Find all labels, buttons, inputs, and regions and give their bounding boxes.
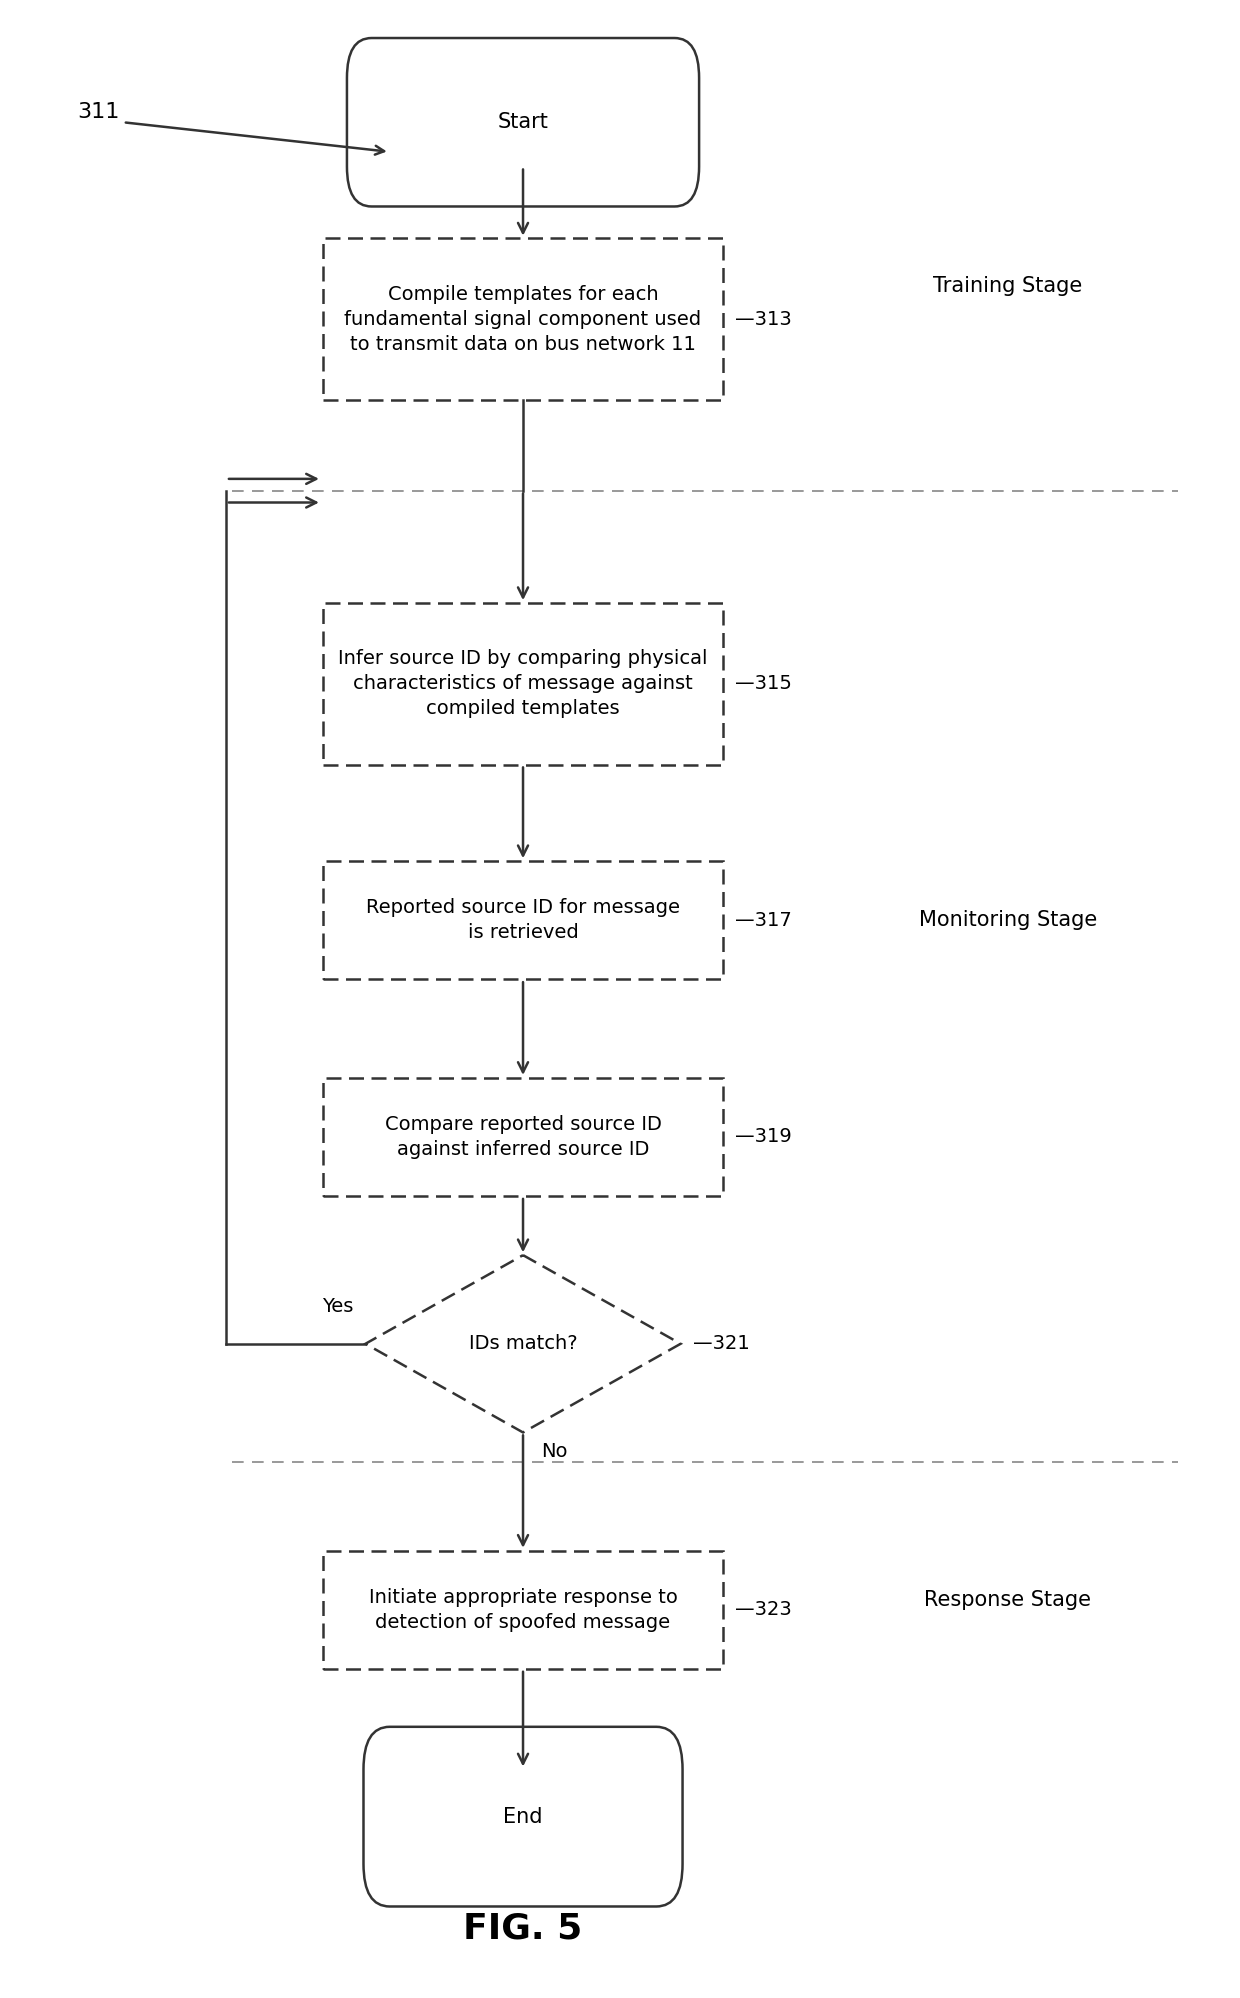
Polygon shape [366, 1255, 681, 1433]
FancyBboxPatch shape [347, 38, 699, 206]
Text: —323: —323 [735, 1600, 792, 1618]
Text: —319: —319 [735, 1127, 792, 1147]
Text: FIG. 5: FIG. 5 [464, 1912, 583, 1946]
Text: Compare reported source ID
against inferred source ID: Compare reported source ID against infer… [384, 1115, 661, 1159]
Bar [322, 238, 723, 400]
Text: Reported source ID for message
is retrieved: Reported source ID for message is retrie… [366, 899, 680, 943]
Text: Compile templates for each
fundamental signal component used
to transmit data on: Compile templates for each fundamental s… [345, 286, 702, 354]
Text: Response Stage: Response Stage [924, 1590, 1091, 1610]
Bar [322, 1550, 723, 1668]
Text: Monitoring Stage: Monitoring Stage [919, 911, 1097, 931]
Text: —317: —317 [735, 911, 792, 929]
Text: Initiate appropriate response to
detection of spoofed message: Initiate appropriate response to detecti… [368, 1588, 677, 1632]
FancyBboxPatch shape [363, 1726, 682, 1906]
Text: 311: 311 [78, 102, 120, 122]
Bar [322, 1077, 723, 1197]
Text: Start: Start [497, 112, 548, 132]
Bar [322, 861, 723, 979]
Text: No: No [541, 1443, 568, 1461]
Text: Yes: Yes [322, 1297, 353, 1317]
Text: —315: —315 [735, 673, 792, 693]
Text: —313: —313 [735, 310, 792, 330]
Text: IDs match?: IDs match? [469, 1335, 578, 1353]
Text: End: End [503, 1806, 543, 1826]
Text: Training Stage: Training Stage [934, 276, 1083, 296]
Text: —321: —321 [693, 1335, 749, 1353]
Text: Infer source ID by comparing physical
characteristics of message against
compile: Infer source ID by comparing physical ch… [339, 649, 708, 717]
Bar [322, 603, 723, 765]
